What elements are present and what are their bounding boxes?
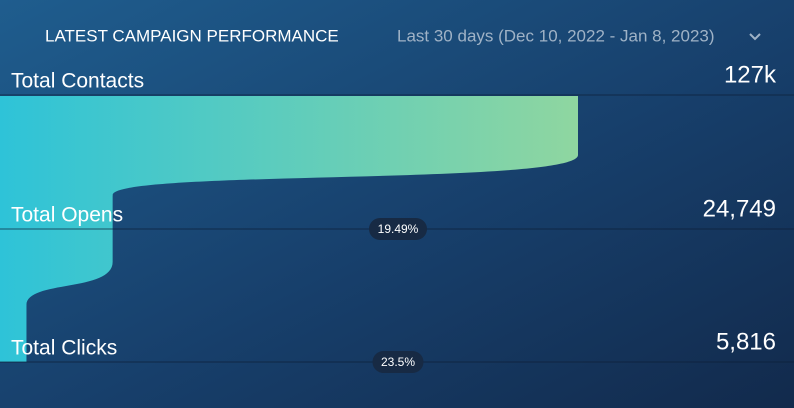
stage-value: 5,816	[716, 328, 776, 355]
widget-title: LATEST CAMPAIGN PERFORMANCE	[45, 26, 339, 45]
conversion-rate: 19.49%	[378, 222, 419, 236]
stage-label: Total Clicks	[11, 337, 117, 360]
funnel-stage	[0, 305, 27, 362]
stage-label: Total Contacts	[11, 70, 144, 93]
conversion-pill	[372, 351, 424, 373]
funnel-stage	[0, 96, 578, 196]
date-range[interactable]: Last 30 days (Dec 10, 2022 - Jan 8, 2023…	[397, 26, 715, 45]
stage-value: 24,749	[703, 195, 776, 222]
conversion-pill	[369, 218, 427, 240]
funnel-stage	[0, 195, 113, 306]
stage-label: Total Opens	[11, 204, 123, 227]
date-range-dropdown[interactable]: Last 30 days (Dec 10, 2022 - Jan 8, 2023…	[397, 26, 761, 45]
chevron-icon[interactable]	[749, 33, 761, 41]
conversion-rate: 23.5%	[381, 355, 415, 369]
stage-value: 127k	[724, 61, 777, 88]
